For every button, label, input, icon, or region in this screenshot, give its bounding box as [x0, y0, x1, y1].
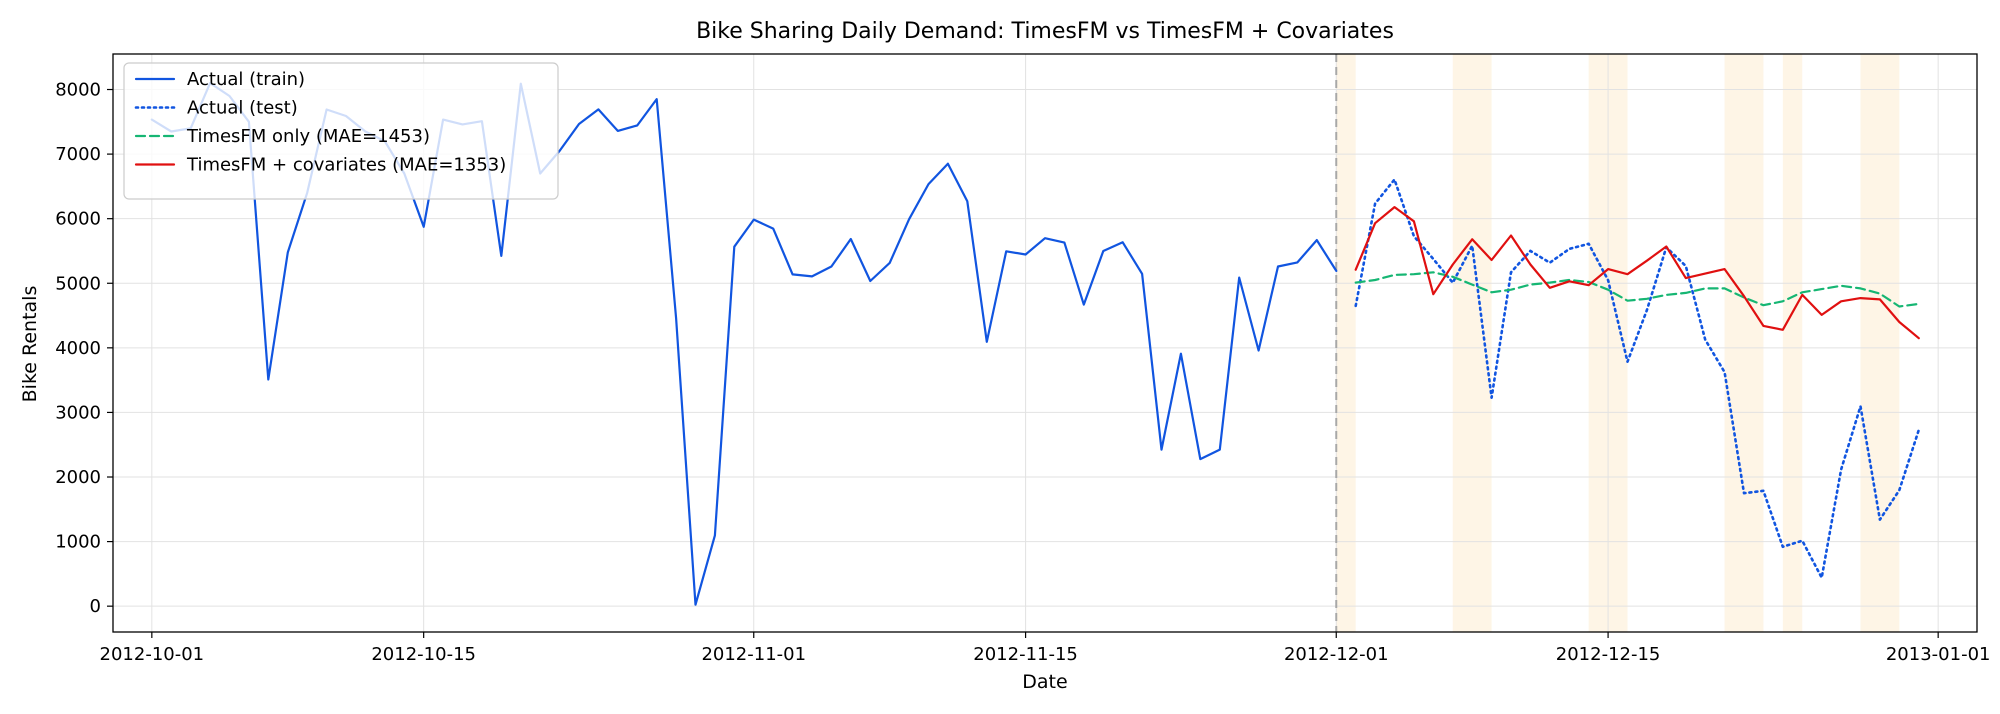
x-tick-label: 2012-11-01	[701, 644, 806, 665]
y-tick-label: 2000	[55, 467, 101, 488]
highlight-span	[1860, 54, 1900, 632]
highlight-span	[1782, 54, 1803, 632]
x-tick-label: 2012-10-15	[371, 644, 476, 665]
highlight-span	[1336, 54, 1356, 632]
legend-label: Actual (train)	[187, 69, 305, 90]
x-axis-ticks: 2012-10-01 2012-10-15 2012-11-01 2012-11-15…	[100, 632, 1991, 665]
legend-label: TimesFM only (MAE=1453)	[186, 126, 430, 147]
series-line	[1354, 178, 1921, 580]
highlight-span	[1724, 54, 1764, 632]
series-line	[1354, 206, 1920, 340]
y-tick-label: 0	[90, 596, 101, 617]
x-tick-label: 2012-12-15	[1556, 644, 1661, 665]
x-tick-label: 2012-10-01	[100, 644, 205, 665]
y-tick-label: 3000	[55, 402, 101, 423]
y-axis-ticks: 0 1000 2000 3000 4000 5000 6000 7000 8000	[55, 80, 113, 617]
x-axis-label: Date	[1022, 671, 1067, 693]
y-tick-label: 8000	[55, 80, 101, 101]
x-tick-label: 2012-11-15	[973, 644, 1078, 665]
y-tick-label: 1000	[55, 532, 101, 553]
x-tick-label: 2012-12-01	[1284, 644, 1389, 665]
plot-frame	[112, 53, 1978, 633]
covariate-highlights	[1336, 54, 1900, 632]
x-tick-label: 2013-01-01	[1886, 644, 1991, 665]
legend: Actual (train) Actual (test) TimesFM only …	[123, 62, 559, 200]
series-line	[1354, 271, 1920, 308]
chart-title: Bike Sharing Daily Demand: TimesFM vs Ti…	[696, 19, 1394, 44]
y-tick-label: 4000	[55, 338, 101, 359]
y-axis-label: Bike Rentals	[19, 286, 41, 403]
y-tick-label: 6000	[55, 209, 101, 230]
y-tick-label: 7000	[55, 144, 101, 165]
legend-box	[123, 62, 559, 200]
y-tick-label: 5000	[55, 273, 101, 294]
legend-label: Actual (test)	[187, 98, 298, 119]
legend-label: TimesFM + covariates (MAE=1353)	[186, 155, 506, 176]
